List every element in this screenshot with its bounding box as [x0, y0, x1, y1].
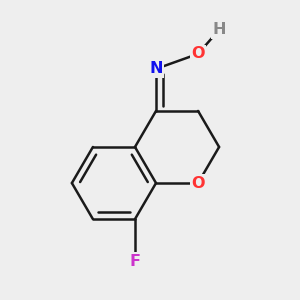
- Text: O: O: [191, 46, 205, 62]
- Text: H: H: [212, 22, 226, 37]
- Text: O: O: [191, 176, 205, 190]
- Text: F: F: [130, 254, 140, 269]
- Text: N: N: [149, 61, 163, 76]
